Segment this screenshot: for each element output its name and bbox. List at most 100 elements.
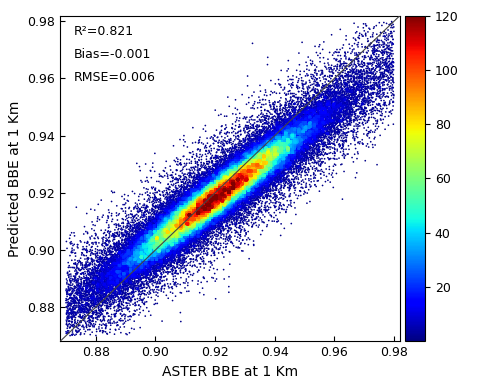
Point (223, 168, 231, 175)
Point (82, 301, 90, 308)
Point (172, 167, 180, 173)
Point (152, 232, 160, 238)
Point (298, 154, 306, 161)
Point (212, 201, 220, 207)
Point (186, 210, 194, 216)
Point (180, 197, 188, 203)
Point (359, 83, 367, 90)
Point (190, 206, 198, 213)
Point (140, 242, 148, 248)
Point (214, 185, 222, 192)
Point (216, 187, 224, 193)
Point (210, 195, 218, 201)
Point (250, 166, 258, 173)
Point (262, 180, 270, 186)
Point (168, 210, 176, 216)
Point (236, 166, 244, 173)
Point (200, 223, 208, 230)
Point (274, 158, 282, 164)
Point (196, 205, 203, 211)
Point (197, 210, 205, 217)
Point (118, 229, 126, 236)
Point (276, 160, 283, 166)
Point (155, 219, 163, 225)
Point (126, 313, 134, 319)
Point (300, 121, 308, 128)
Point (184, 196, 192, 202)
Point (256, 162, 264, 168)
Point (240, 159, 248, 165)
Point (138, 250, 145, 256)
Point (224, 169, 232, 175)
Point (279, 154, 287, 160)
Point (218, 210, 226, 216)
Point (110, 301, 118, 307)
Point (296, 131, 304, 137)
Point (230, 193, 237, 199)
Point (310, 122, 318, 128)
Point (145, 249, 153, 256)
Point (199, 215, 207, 221)
Point (198, 216, 205, 222)
Point (262, 150, 270, 156)
Point (198, 199, 206, 205)
Point (184, 219, 192, 225)
Point (222, 216, 230, 222)
Point (271, 158, 279, 164)
Point (264, 158, 272, 165)
Point (306, 107, 314, 114)
Point (75, 304, 83, 310)
Point (224, 168, 232, 174)
Point (209, 196, 217, 202)
Point (253, 187, 261, 193)
Point (240, 177, 248, 183)
Point (146, 288, 154, 294)
Point (387, 108, 395, 114)
Point (309, 155, 317, 161)
Point (200, 192, 208, 198)
Point (194, 192, 202, 198)
Point (223, 189, 231, 195)
Point (240, 200, 248, 206)
Point (248, 169, 256, 175)
Point (143, 256, 151, 262)
Point (220, 201, 228, 207)
Point (74, 300, 82, 306)
Point (292, 143, 300, 149)
Point (140, 241, 148, 248)
Point (254, 158, 262, 164)
Point (241, 165, 249, 171)
Point (214, 216, 222, 222)
Point (356, 110, 364, 116)
Point (324, 90, 332, 96)
Point (126, 242, 134, 248)
Point (230, 175, 238, 181)
Point (252, 162, 260, 168)
Point (266, 177, 274, 183)
Point (188, 218, 196, 224)
Point (240, 161, 248, 168)
Point (183, 207, 191, 213)
Point (185, 218, 193, 225)
Point (178, 222, 186, 228)
Point (210, 201, 218, 208)
Point (165, 201, 173, 207)
Point (199, 218, 207, 225)
Point (188, 221, 196, 227)
Point (219, 198, 227, 204)
Point (278, 151, 286, 158)
Point (188, 220, 196, 226)
Point (198, 192, 206, 198)
Point (170, 235, 178, 241)
Point (144, 244, 152, 250)
Point (277, 126, 285, 132)
Point (141, 255, 149, 261)
Point (212, 182, 220, 189)
Point (232, 220, 240, 227)
Point (199, 199, 207, 205)
Point (206, 212, 214, 218)
Point (138, 245, 145, 251)
Point (246, 159, 254, 166)
Point (214, 188, 222, 194)
Point (221, 198, 229, 204)
